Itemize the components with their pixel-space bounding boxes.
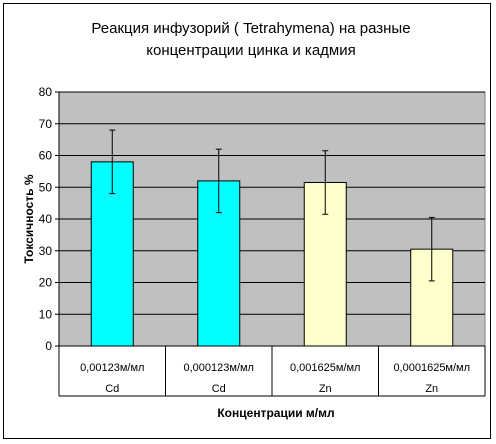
y-tick-label: 30: [39, 244, 53, 258]
y-tick-labels: 0 10 20 30 40 50 60 70 80: [39, 85, 53, 353]
y-axis-label: Токсичность %: [22, 174, 36, 263]
category-concentration-label: 0,001625м/мл: [290, 362, 360, 374]
y-tick-label: 20: [39, 276, 53, 290]
category-element-label: Zn: [319, 383, 332, 395]
y-tick-label: 10: [39, 307, 53, 321]
chart-title-line-1: Реакция инфузорий ( Tetrahymena) на разн…: [91, 20, 410, 37]
chart-title-line-2: концентрации цинка и кадмия: [146, 42, 355, 59]
y-tick-label: 40: [39, 212, 53, 226]
error-bars: [109, 129, 435, 282]
category-concentration-label: 0,000123м/мл: [184, 362, 254, 374]
category-table: 0,00123м/мл Cd 0,000123м/мл Cd 0,001625м/мл Z…: [58, 345, 486, 397]
category-concentration-label: 0,00123м/мл: [80, 362, 144, 374]
category-element-label: Cd: [212, 383, 226, 395]
bars: [90, 161, 454, 347]
y-tick-label: 50: [39, 180, 53, 194]
y-tick-label: 0: [45, 339, 52, 353]
y-tick-label: 60: [39, 149, 53, 163]
chart-frame: Реакция инфузорий ( Tetrahymena) на разн…: [3, 3, 491, 439]
chart-svg: Реакция инфузорий ( Tetrahymena) на разн…: [22, 20, 486, 420]
category-element-label: Cd: [105, 383, 119, 395]
category-concentration-label: 0,0001625м/мл: [393, 362, 470, 374]
y-tick-label: 70: [39, 117, 53, 131]
category-element-label: Zn: [425, 383, 438, 395]
x-axis-label: Концентрации м/мл: [217, 406, 334, 420]
y-tick-label: 80: [39, 85, 53, 99]
